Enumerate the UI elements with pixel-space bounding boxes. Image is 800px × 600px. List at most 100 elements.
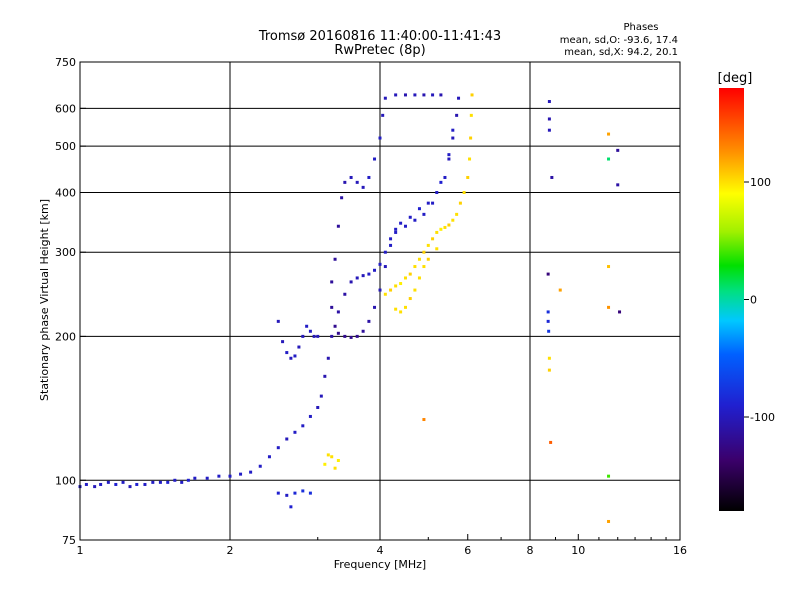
y-axis-ticks: 75 100 200 300 400 500 600 750	[55, 56, 86, 547]
data-point	[435, 230, 439, 234]
data-point	[422, 418, 426, 422]
data-point	[276, 446, 280, 450]
data-point	[381, 113, 385, 117]
data-point	[547, 117, 551, 121]
data-point	[403, 305, 407, 309]
data-point	[607, 265, 611, 269]
x-tick-label: 6	[464, 544, 471, 557]
data-point	[550, 175, 554, 179]
data-point	[439, 227, 443, 231]
data-point	[546, 310, 550, 314]
data-point	[403, 276, 407, 280]
data-point	[422, 265, 426, 269]
data-point	[84, 482, 88, 486]
data-point	[417, 257, 421, 261]
data-point	[383, 96, 387, 100]
data-point	[249, 470, 253, 474]
data-point	[607, 132, 611, 136]
data-point	[316, 405, 320, 409]
data-point	[413, 265, 417, 269]
data-point	[367, 272, 371, 276]
data-point	[186, 478, 190, 482]
data-point	[383, 292, 387, 296]
data-point	[457, 96, 461, 100]
x-tick-label: 4	[377, 544, 384, 557]
data-point	[319, 394, 323, 398]
data-point	[547, 329, 551, 333]
data-point	[426, 257, 430, 261]
data-point	[308, 491, 312, 495]
data-point	[258, 464, 262, 468]
data-point	[470, 93, 474, 97]
data-point	[239, 472, 243, 476]
data-point	[443, 175, 447, 179]
data-point	[413, 218, 417, 222]
data-point	[455, 113, 459, 117]
x-axis-label: Frequency [MHz]	[334, 558, 426, 571]
data-point	[323, 374, 327, 378]
data-point	[340, 196, 344, 200]
data-point	[451, 218, 455, 222]
data-point	[373, 268, 377, 272]
data-point	[355, 276, 359, 280]
data-point	[333, 324, 337, 328]
y-tick-label: 100	[55, 474, 76, 487]
data-point	[394, 93, 398, 97]
data-point	[93, 485, 97, 489]
data-point	[193, 476, 197, 480]
y-axis-label: Stationary phase Virtual Height [km]	[38, 199, 51, 401]
data-point	[558, 288, 562, 292]
data-point	[373, 305, 377, 309]
data-point	[166, 480, 170, 484]
data-point	[422, 250, 426, 254]
colorbar-label: [deg]	[718, 71, 753, 86]
data-point	[301, 334, 305, 338]
data-point	[447, 157, 451, 161]
data-point	[547, 368, 551, 372]
data-point	[408, 215, 412, 219]
data-point	[361, 274, 365, 278]
data-point	[312, 334, 316, 338]
data-point	[413, 93, 417, 97]
data-point	[451, 128, 455, 132]
data-point	[422, 212, 426, 216]
data-point	[326, 356, 330, 360]
data-point	[383, 250, 387, 254]
data-point	[293, 430, 297, 434]
data-point	[293, 354, 297, 358]
data-point	[106, 480, 110, 484]
data-point	[403, 93, 407, 97]
data-point	[408, 297, 412, 301]
data-point	[336, 458, 340, 462]
stats-o-mode: mean, sd,O: -93.6, 17.4	[560, 35, 678, 46]
data-point	[158, 480, 162, 484]
data-point	[349, 280, 353, 284]
data-point	[443, 225, 447, 229]
data-point	[330, 280, 334, 284]
data-point	[289, 505, 293, 509]
data-point	[330, 455, 334, 459]
chart-subtitle: RwPretec (8p)	[334, 43, 425, 58]
data-point	[330, 334, 334, 338]
data-point	[439, 93, 443, 97]
data-point	[143, 482, 147, 486]
y-tick-label: 600	[55, 102, 76, 115]
data-point	[547, 356, 551, 360]
data-point	[394, 307, 398, 311]
data-point	[422, 93, 426, 97]
data-point	[301, 489, 305, 493]
x-tick-label: 1	[77, 544, 84, 557]
data-point	[447, 223, 451, 227]
data-point	[333, 257, 337, 261]
data-point	[435, 247, 439, 251]
data-point	[285, 493, 289, 497]
data-point	[336, 331, 340, 335]
y-tick-label: 75	[62, 534, 76, 547]
data-point	[336, 310, 340, 314]
data-point	[301, 424, 305, 428]
data-point	[426, 201, 430, 205]
chart-title: Tromsø 20160816 11:40:00-11:41:43	[258, 29, 501, 44]
data-point	[121, 480, 125, 484]
data-point	[378, 262, 382, 266]
